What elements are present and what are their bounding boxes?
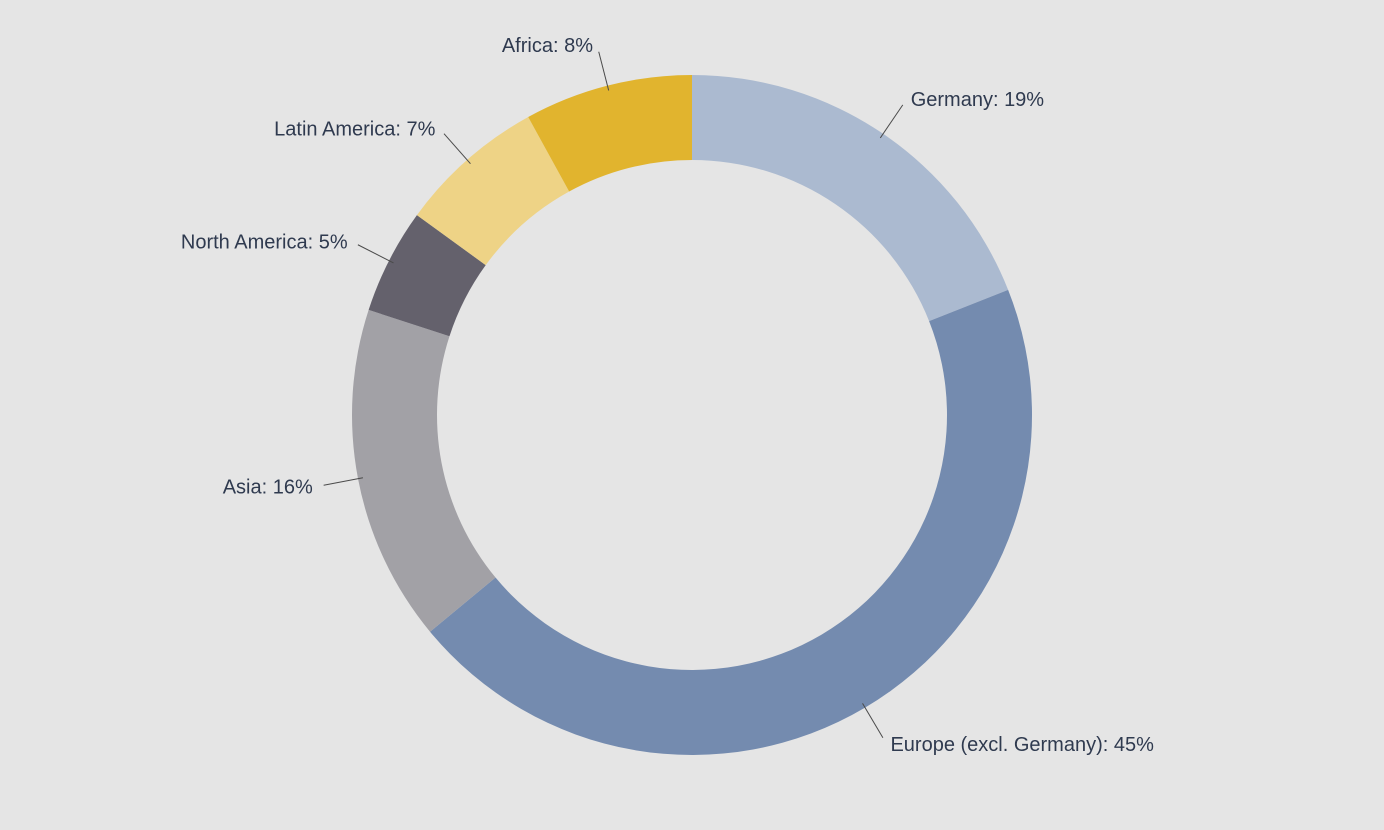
leader-line-north-america (357, 244, 394, 264)
leader-line-latin-america (443, 133, 471, 165)
slice-label-europe-excl-germany: Europe (excl. Germany): 45% (890, 734, 1154, 756)
leader-line-europe-excl-germany (862, 703, 884, 739)
slice-labels-group: Germany: 19% Europe (excl. Germany): 45% A… (181, 35, 1154, 756)
slice-africa (528, 75, 692, 192)
slice-asia (352, 309, 496, 632)
slice-north-america (368, 215, 486, 337)
leader-lines-group (323, 51, 904, 739)
slice-germany (692, 75, 1009, 322)
leader-line-asia (323, 477, 364, 486)
leader-line-africa (598, 51, 610, 91)
slice-label-latin-america: Latin America: 7% (274, 118, 435, 140)
slice-europe-excl-germany (430, 289, 1032, 756)
slice-label-asia: Asia: 16% (223, 477, 313, 499)
slice-label-africa: Africa: 8% (502, 35, 593, 57)
slice-label-germany: Germany: 19% (911, 89, 1045, 111)
slices-group (352, 75, 1032, 756)
slice-latin-america (416, 117, 570, 266)
leader-line-germany (879, 104, 904, 139)
slice-label-north-america: North America: 5% (181, 232, 348, 254)
